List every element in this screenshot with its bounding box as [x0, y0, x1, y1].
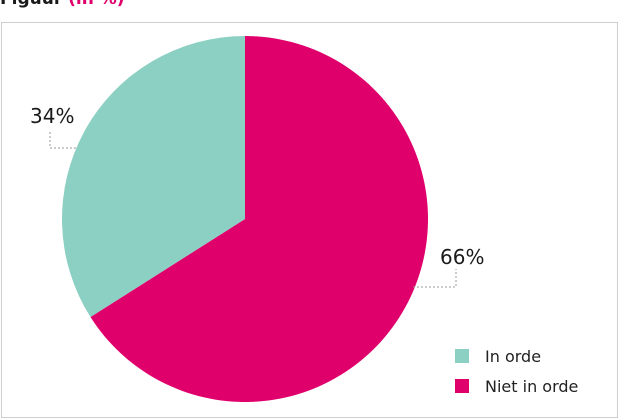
legend-item-in-orde: In orde: [455, 343, 615, 369]
leader-line-in-orde: [49, 132, 76, 149]
slice-label-niet-in-orde: 66%: [440, 245, 484, 269]
chart-title: Figuur (in %): [0, 0, 620, 12]
legend: In orde Niet in orde: [455, 343, 615, 403]
legend-label-in-orde: In orde: [485, 346, 542, 366]
slice-labels: 34% 66%: [30, 104, 484, 269]
legend-swatch-in-orde: [455, 349, 469, 363]
title-accent: (in %): [68, 0, 124, 9]
legend-item-niet-in-orde: Niet in orde: [455, 373, 615, 399]
slice-label-in-orde: 34%: [30, 104, 74, 128]
legend-label-niet-in-orde: Niet in orde: [485, 376, 579, 396]
leader-lines: [49, 132, 457, 288]
legend-swatch-niet-in-orde: [455, 379, 469, 393]
pie-slices: [62, 36, 429, 402]
pie-slice-niet-in-orde: [90, 36, 429, 402]
pie-slice-in-orde: [62, 36, 245, 318]
title-left: Figuur: [0, 0, 62, 9]
